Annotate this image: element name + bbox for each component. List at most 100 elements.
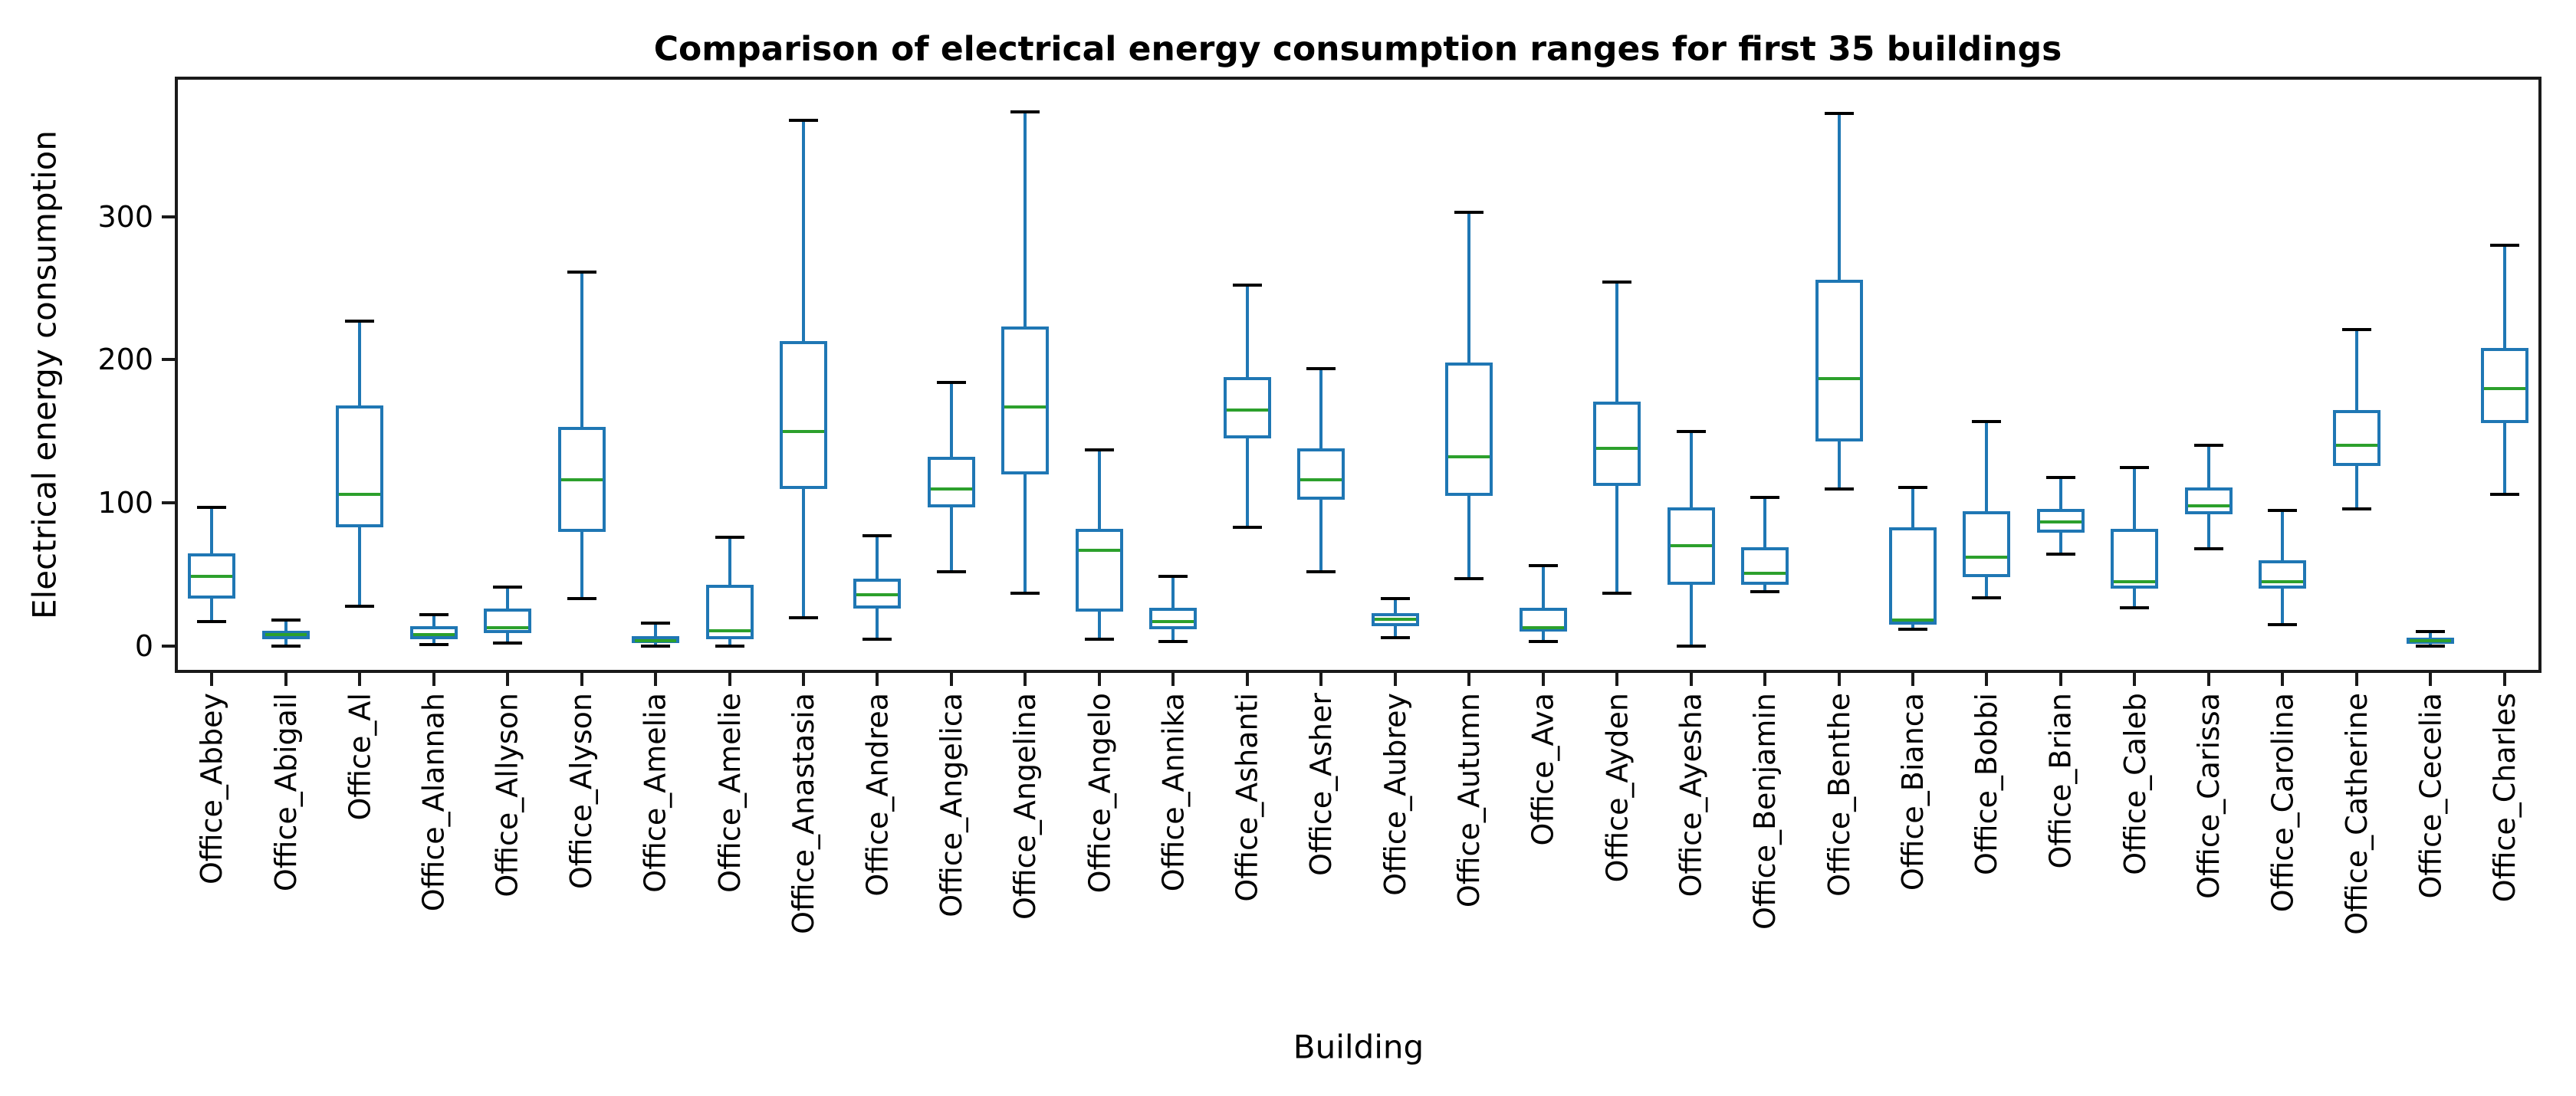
- lower-whisker: [284, 638, 288, 647]
- x-tick-label: Office_Amelie: [712, 693, 747, 893]
- lower-whisker: [358, 527, 362, 606]
- median-line: [487, 625, 529, 629]
- upper-whisker: [1985, 421, 1989, 512]
- lower-whisker: [1985, 577, 1989, 598]
- y-tick-mark: [162, 358, 175, 362]
- median-line: [930, 487, 972, 491]
- median-line: [560, 478, 603, 482]
- upper-whisker: [1245, 285, 1249, 377]
- iqr-box: [1889, 527, 1937, 625]
- x-tick-mark: [949, 673, 953, 686]
- lower-cap: [788, 615, 818, 619]
- upper-cap: [1824, 112, 1854, 116]
- x-tick-label: Office_Alyson: [564, 693, 599, 890]
- iqr-box: [2111, 528, 2159, 589]
- lower-cap: [1380, 635, 1410, 639]
- upper-whisker: [1024, 112, 1027, 327]
- x-tick-label: Office_Cecelia: [2413, 693, 2448, 899]
- iqr-box: [1593, 401, 1641, 486]
- lower-whisker: [1393, 625, 1397, 638]
- median-line: [708, 628, 751, 632]
- upper-whisker: [2206, 445, 2210, 487]
- x-tick-label: Office_Annika: [1156, 693, 1191, 892]
- x-tick-label: Office_Benthe: [1822, 693, 1856, 897]
- median-line: [264, 633, 307, 637]
- lower-cap: [1528, 640, 1558, 644]
- upper-whisker: [284, 620, 288, 631]
- lower-cap: [2489, 493, 2519, 496]
- lower-cap: [2193, 547, 2223, 550]
- x-tick-mark: [210, 673, 214, 686]
- x-tick-mark: [2206, 673, 2210, 686]
- upper-cap: [2193, 444, 2223, 448]
- x-tick-label: Office_Carissa: [2191, 693, 2226, 899]
- median-line: [856, 592, 899, 596]
- lower-cap: [863, 637, 892, 641]
- median-line: [2262, 579, 2304, 583]
- y-tick-mark: [162, 215, 175, 218]
- median-line: [191, 574, 233, 578]
- lower-whisker: [2354, 465, 2358, 509]
- upper-cap: [345, 319, 375, 323]
- x-tick-mark: [1024, 673, 1027, 686]
- iqr-box: [484, 609, 532, 634]
- median-line: [2039, 520, 2082, 523]
- iqr-box: [1815, 279, 1863, 441]
- median-line: [1596, 447, 1638, 451]
- lower-whisker: [1319, 500, 1323, 572]
- iqr-box: [1963, 511, 2011, 578]
- iqr-box: [2259, 559, 2307, 589]
- median-line: [2114, 579, 2156, 583]
- median-line: [1670, 544, 1712, 548]
- median-line: [1078, 548, 1120, 552]
- plot-area: [175, 77, 2542, 673]
- y-tick-mark: [162, 501, 175, 505]
- lower-whisker: [2206, 514, 2210, 549]
- lower-whisker: [1763, 584, 1767, 592]
- lower-whisker: [1245, 438, 1249, 527]
- x-tick-label: Office_Anastasia: [786, 693, 820, 934]
- lower-whisker: [2502, 422, 2506, 494]
- upper-whisker: [358, 320, 362, 406]
- lower-cap: [1232, 525, 1262, 529]
- lower-cap: [345, 604, 375, 608]
- x-tick-label: Office_Abbey: [195, 693, 229, 885]
- lower-cap: [2268, 623, 2298, 627]
- median-line: [782, 429, 824, 433]
- median-line: [1152, 620, 1194, 624]
- x-tick-label: Office_Brian: [2043, 693, 2078, 869]
- lower-whisker: [432, 638, 435, 645]
- median-line: [1892, 619, 1934, 622]
- lower-cap: [1676, 645, 1706, 648]
- iqr-box: [779, 341, 827, 489]
- upper-whisker: [1467, 212, 1471, 363]
- upper-cap: [2120, 465, 2150, 469]
- upper-cap: [2341, 328, 2371, 332]
- median-line: [635, 638, 677, 642]
- x-tick-label: Office_Abigail: [268, 693, 303, 892]
- upper-whisker: [1171, 576, 1175, 608]
- lower-whisker: [1467, 495, 1471, 579]
- upper-cap: [1010, 110, 1040, 114]
- x-tick-label: Office_Charles: [2487, 693, 2522, 903]
- upper-cap: [197, 505, 227, 509]
- x-tick-mark: [1911, 673, 1915, 686]
- lower-cap: [1824, 487, 1854, 491]
- upper-cap: [2045, 475, 2075, 479]
- median-line: [1448, 455, 1490, 459]
- upper-cap: [1232, 284, 1262, 287]
- x-tick-mark: [1171, 673, 1175, 686]
- x-tick-mark: [1393, 673, 1397, 686]
- x-tick-mark: [2133, 673, 2137, 686]
- upper-cap: [2416, 630, 2446, 634]
- upper-cap: [936, 381, 966, 385]
- x-axis-label: Building: [1293, 1028, 1424, 1066]
- lower-whisker: [1837, 441, 1841, 489]
- x-tick-label: Office_Ayesha: [1674, 693, 1708, 897]
- x-tick-label: Office_Caleb: [2118, 693, 2152, 875]
- upper-cap: [2268, 508, 2298, 512]
- lower-cap: [715, 645, 744, 648]
- lower-whisker: [1689, 584, 1693, 647]
- x-tick-label: Office_Angelica: [934, 693, 968, 917]
